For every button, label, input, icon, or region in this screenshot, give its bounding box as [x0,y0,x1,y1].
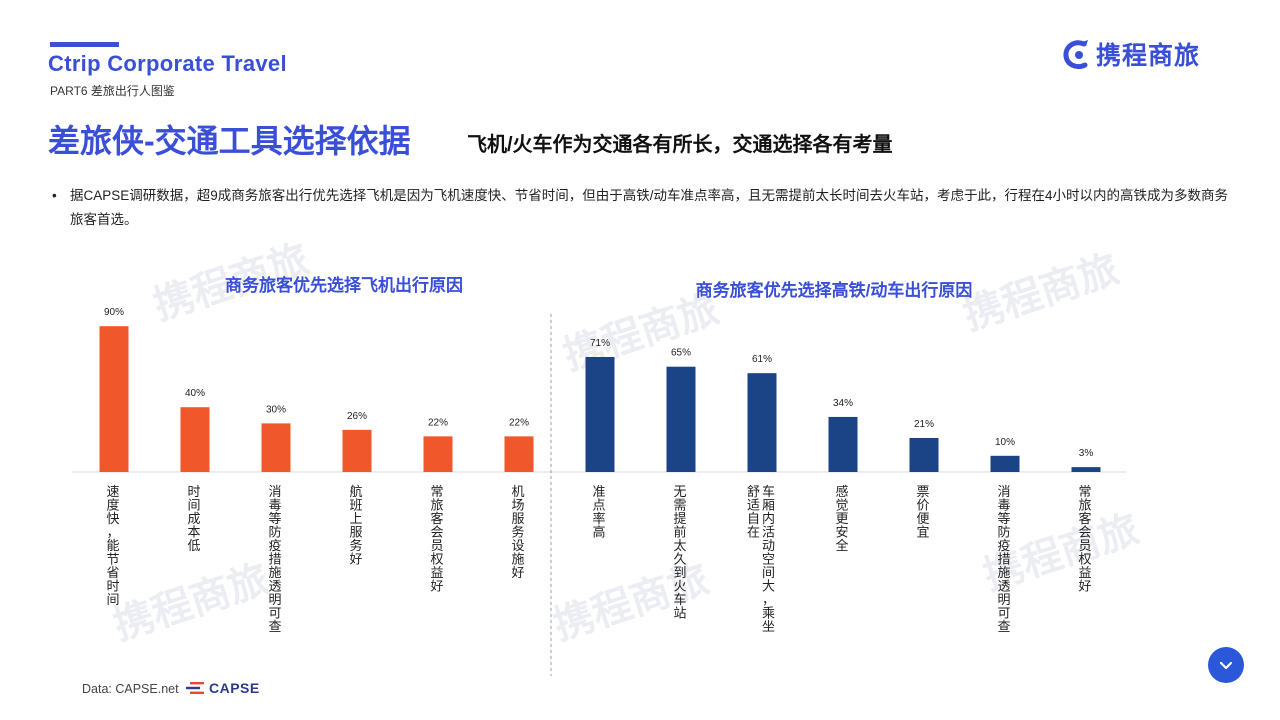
bullet-text: 据CAPSE调研数据，超9成商务旅客出行优先选择飞机是因为飞机速度快、节省时间，… [70,188,1229,227]
bar [990,455,1020,472]
category-label: 无需提前太久到火车站 [673,485,686,622]
bullet-dot: • [52,188,57,203]
bar [423,436,453,472]
data-label: 61% [752,354,772,365]
bar [1071,467,1101,472]
chart-title: 商务旅客优先选择高铁/动车出行原因 [696,280,973,300]
category-label: 航班上服务好 [349,484,362,568]
category-label: 时间成本低 [187,485,200,554]
chevron-down-icon [1219,661,1233,670]
bar [504,436,534,472]
bar [909,437,939,472]
ctrip-logo-text: 携程商旅 [1096,42,1201,70]
chart-title: 商务旅客优先选择飞机出行原因 [225,275,463,295]
data-label: 34% [833,398,853,409]
data-label: 3% [1079,448,1094,459]
data-label: 90% [104,307,124,318]
category-label: 机场服务设施好 [511,485,524,581]
ctrip-logo-icon [1063,40,1088,70]
category-label: 常旅客会员权益好 [1078,485,1091,595]
category-label: 感觉更安全 [835,484,848,554]
data-label: 65% [671,348,691,359]
bullet-paragraph: • 据CAPSE调研数据，超9成商务旅客出行优先选择飞机是因为飞机速度快、节省时… [52,184,1232,232]
capse-logo: CAPSE [186,680,260,696]
brand-title: Ctrip Corporate Travel [48,51,287,76]
bar [828,416,858,472]
category-label: 车厢内活动空间大，乘坐舒适自在 [747,484,775,635]
data-label: 22% [509,417,529,428]
data-label: 26% [347,411,367,422]
scroll-down-button[interactable] [1208,647,1244,683]
bar [585,356,615,472]
data-label: 30% [266,404,286,415]
category-label: 消毒等防疫措施透明可查 [268,485,281,635]
category-label: 速度快，能节省时间 [106,485,119,608]
page-title: 差旅侠-交通工具选择依据 [48,123,411,159]
header-accent-bar [50,42,119,47]
data-label: 22% [428,417,448,428]
capse-logo-icon [186,682,204,694]
category-label: 常旅客会员权益好 [430,485,443,595]
data-label: 71% [590,338,610,349]
ctrip-logo: 携程商旅 [1062,36,1200,72]
data-label: 21% [914,419,934,430]
category-label: 准点率高 [592,485,605,541]
data-source: Data: CAPSE.net [82,682,179,696]
bar [99,326,129,472]
data-label: 40% [185,388,205,399]
category-label: 票价便宜 [916,485,929,541]
capse-logo-text: CAPSE [209,680,260,696]
bar [180,407,210,472]
bar [261,423,291,472]
bar [747,373,777,472]
category-label: 消毒等防疫措施透明可查 [997,485,1010,635]
bar [666,366,696,472]
page-subtitle: 飞机/火车作为交通各有所长，交通选择各有考量 [467,134,893,156]
data-label: 10% [995,437,1015,448]
part-label: PART6 差旅出行人图鉴 [50,84,175,98]
bar [342,429,372,472]
